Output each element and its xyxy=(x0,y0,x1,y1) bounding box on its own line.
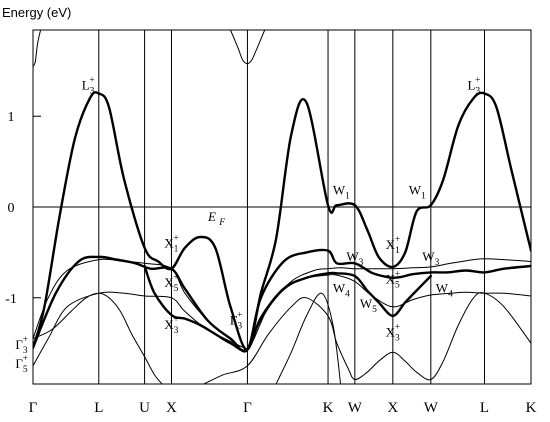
point-label: X1+ xyxy=(386,235,401,256)
point-label: Γ3+ xyxy=(230,310,243,331)
band-line-9 xyxy=(275,292,342,384)
point-label: X3+ xyxy=(386,322,401,343)
point-label: X5+ xyxy=(164,273,179,294)
fermi-level-label: E F xyxy=(207,209,225,228)
y-ticks: 1 0 -1 xyxy=(5,110,41,307)
kpoint-label: X xyxy=(166,400,177,416)
band-line-7 xyxy=(246,273,531,350)
y-tick-label: -1 xyxy=(5,292,17,307)
point-label: W5 xyxy=(360,296,377,315)
point-label: W3 xyxy=(346,249,363,268)
kpoint-label: L xyxy=(480,400,489,416)
kpoint-label: U xyxy=(139,400,150,416)
band-line-4 xyxy=(33,258,531,352)
point-label: L3+ xyxy=(82,76,95,97)
bands xyxy=(33,30,531,384)
fermi-label-sub: F xyxy=(218,218,225,228)
fermi-label-letter: E xyxy=(207,209,216,224)
band-line-10 xyxy=(33,30,42,67)
kpoint-label: L xyxy=(94,400,103,416)
band-line-5 xyxy=(33,291,248,367)
point-label: X1+ xyxy=(164,233,179,254)
point-label: W4 xyxy=(333,281,350,300)
kpoint-label: X xyxy=(387,400,398,416)
y-tick-label: 1 xyxy=(8,110,15,125)
kpoint-label: W xyxy=(424,400,439,416)
point-label: W3 xyxy=(422,249,439,268)
band-line-1 xyxy=(33,91,531,351)
kpoint-label: K xyxy=(526,400,537,416)
band-line-6 xyxy=(33,292,163,384)
kpoint-label: Γ xyxy=(29,400,38,416)
point-label: W4 xyxy=(436,281,453,300)
kpoint-label: K xyxy=(323,400,334,416)
band-line-2 xyxy=(33,248,531,353)
point-label: L3+ xyxy=(467,76,480,97)
band-line-8 xyxy=(203,292,531,384)
y-axis-label: Energy (eV) xyxy=(2,5,71,20)
kpoint-label: W xyxy=(348,400,363,416)
y-tick-label: 0 xyxy=(8,201,15,216)
point-label: Γ3+ xyxy=(15,335,28,356)
band-line-11 xyxy=(230,30,266,65)
point-label: W1 xyxy=(333,183,350,202)
point-label: Γ5+ xyxy=(15,354,28,375)
point-label: W1 xyxy=(409,183,426,202)
point-label: X5+ xyxy=(386,270,401,291)
kpoint-label: Γ xyxy=(243,400,252,416)
point-label: X3+ xyxy=(164,315,179,336)
